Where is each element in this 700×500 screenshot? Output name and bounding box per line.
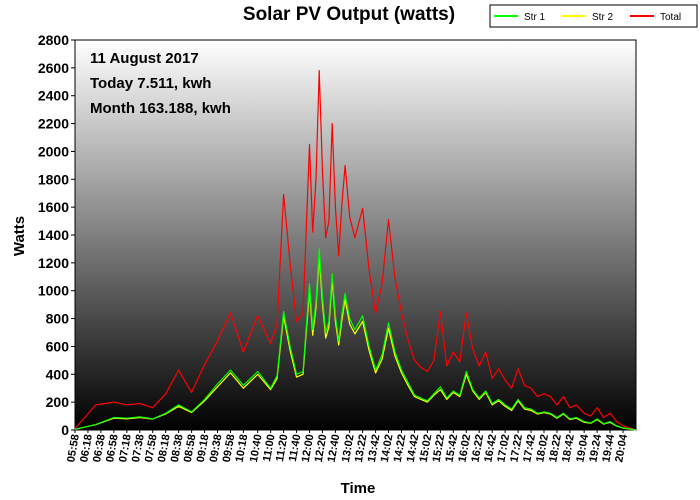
x-tick-label: 16:42 (482, 433, 499, 463)
x-tick-label: 18:42 (560, 433, 577, 463)
x-tick-label: 19:24 (587, 433, 604, 464)
legend: Str 1 Str 2 Total (489, 4, 698, 28)
x-tick-label: 09:58 (221, 433, 238, 463)
x-tick-label: 05:58 (65, 433, 82, 463)
x-tick-label: 10:18 (234, 433, 251, 463)
x-tick-label: 17:42 (521, 433, 538, 463)
x-tick-label: 13:02 (340, 433, 357, 463)
series-layer (74, 69, 637, 431)
y-tick-label: 2800 (38, 32, 69, 48)
x-tick-label: 10:40 (248, 433, 265, 463)
x-tick-label: 16:22 (469, 433, 486, 463)
x-tick-label: 09:18 (195, 433, 212, 463)
y-tick-label: 0 (61, 422, 69, 438)
legend-label: Str 1 (524, 12, 546, 23)
legend-label: Str 2 (592, 12, 614, 23)
y-tick-label: 2200 (38, 116, 69, 132)
annotation-2: Today 7.511, kwh (90, 75, 211, 92)
x-tick-label: 09:38 (208, 433, 225, 463)
series-line-str-1 (74, 248, 637, 431)
y-tick-label: 2400 (38, 88, 69, 104)
x-tick-label: 15:22 (431, 433, 448, 463)
y-tick-label: 800 (46, 311, 70, 327)
x-axis-ticks: 05:5806:1806:3806:5807:1807:3807:5808:18… (65, 430, 630, 463)
x-tick-label: 07:38 (130, 433, 147, 463)
y-tick-label: 2000 (38, 143, 69, 159)
y-tick-label: 1000 (38, 283, 69, 299)
x-tick-label: 08:18 (156, 433, 173, 463)
x-tick-label: 12:40 (326, 433, 343, 463)
x-tick-label: 13:42 (366, 433, 383, 463)
y-tick-label: 2600 (38, 60, 69, 76)
x-tick-label: 20:04 (613, 433, 630, 464)
y-tick-label: 600 (46, 338, 70, 354)
y-axis-ticks: 0 200 400 600 800 1000 1200 1400 1600 1800 2000 220… (38, 32, 75, 438)
series-line-total (74, 69, 637, 431)
x-tick-label: 07:58 (143, 433, 160, 463)
y-tick-label: 1200 (38, 255, 69, 271)
x-tick-label: 17:22 (508, 433, 525, 463)
x-tick-label: 08:38 (169, 433, 186, 463)
x-tick-label: 14:42 (405, 433, 422, 463)
chart-title: Solar PV Output (watts) (243, 4, 455, 25)
x-tick-label: 06:18 (78, 433, 95, 463)
x-tick-label: 18:02 (534, 433, 551, 463)
x-tick-label: 15:02 (418, 433, 435, 463)
x-tick-label: 06:58 (104, 433, 121, 463)
x-tick-label: 07:18 (117, 433, 134, 463)
y-axis-title: Watts (11, 216, 28, 256)
x-tick-label: 19:04 (574, 433, 591, 464)
y-tick-label: 1600 (38, 199, 69, 215)
x-tick-label: 18:22 (547, 433, 564, 463)
legend-box (489, 4, 698, 28)
x-tick-label: 19:44 (600, 433, 617, 464)
x-tick-label: 11:40 (287, 433, 304, 462)
x-tick-label: 11:20 (274, 433, 291, 462)
y-tick-label: 200 (46, 394, 70, 410)
x-tick-label: 12:20 (313, 433, 330, 463)
x-tick-label: 16:02 (457, 433, 474, 463)
x-tick-label: 14:02 (379, 433, 396, 463)
x-tick-label: 17:02 (495, 433, 512, 463)
annotation-1: 11 August 2017 (90, 50, 199, 67)
x-tick-label: 06:38 (91, 433, 108, 463)
x-tick-label: 14:22 (392, 433, 409, 463)
legend-label: Total (660, 12, 681, 23)
y-tick-label: 400 (46, 366, 70, 382)
x-tick-label: 13:22 (353, 433, 370, 463)
x-tick-label: 08:58 (182, 433, 199, 463)
x-tick-label: 12:00 (300, 433, 317, 463)
x-tick-label: 15:42 (444, 433, 461, 463)
annotation-3: Month 163.188, kwh (90, 100, 231, 117)
y-tick-label: 1400 (38, 227, 69, 243)
annotations: 11 August 2017 Today 7.511, kwh Month 163.… (90, 50, 231, 117)
x-axis-title: Time (341, 480, 376, 497)
y-tick-label: 1800 (38, 171, 69, 187)
x-tick-label: 11:00 (261, 433, 278, 462)
